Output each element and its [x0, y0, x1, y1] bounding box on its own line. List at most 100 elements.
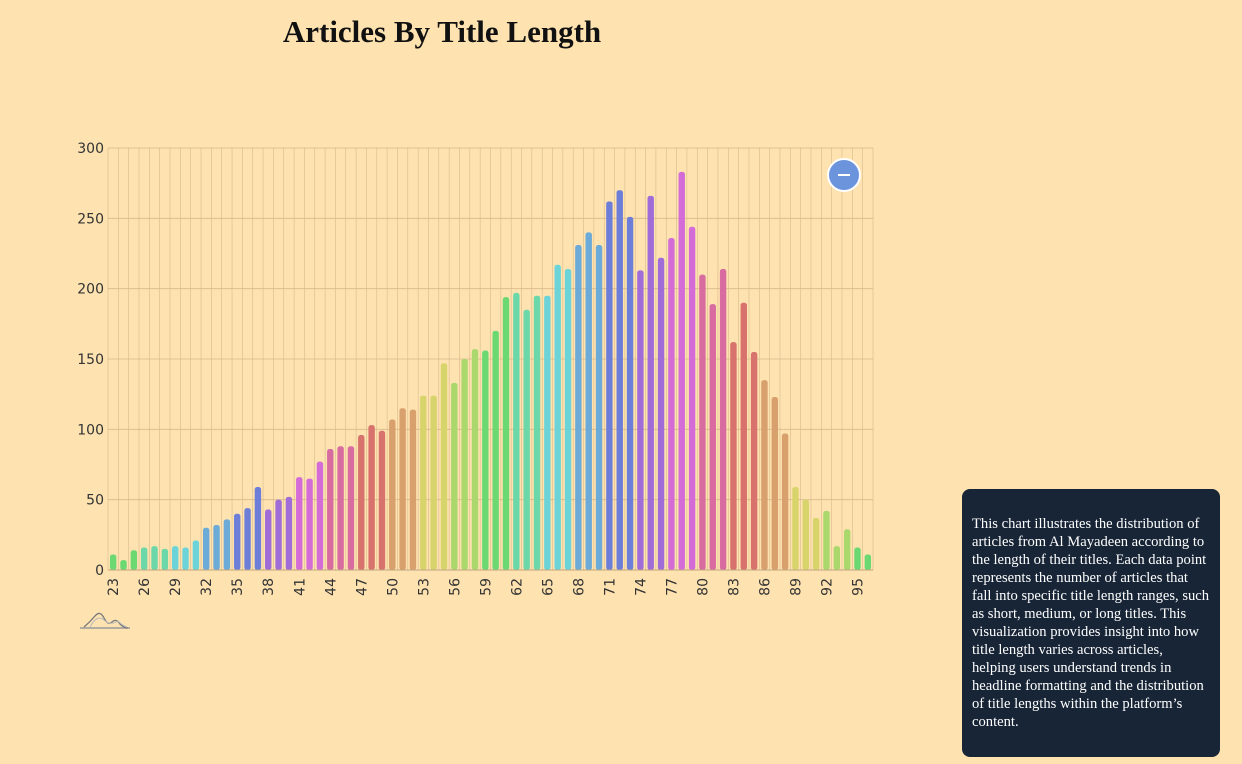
- x-tick-label: 50: [385, 578, 401, 596]
- bar[interactable]: [544, 295, 551, 570]
- x-axis: 23 26 29 32 35 38 41 44 47 50 53 56 59 62 65 68 71 74 77 80…: [106, 569, 873, 596]
- bar[interactable]: [833, 546, 841, 570]
- x-tick-label: 32: [199, 578, 215, 596]
- bar[interactable]: [347, 446, 355, 570]
- bar[interactable]: [781, 433, 789, 570]
- bar[interactable]: [327, 449, 334, 570]
- bar[interactable]: [678, 171, 685, 570]
- bar[interactable]: [296, 477, 303, 570]
- bar[interactable]: [699, 274, 706, 570]
- bar[interactable]: [668, 238, 675, 570]
- x-tick-label: 62: [509, 578, 525, 596]
- bar[interactable]: [802, 499, 810, 570]
- x-tick-label: 65: [540, 578, 556, 596]
- bar[interactable]: [626, 216, 634, 570]
- bar[interactable]: [761, 380, 768, 570]
- bar[interactable]: [420, 395, 427, 570]
- bar[interactable]: [482, 350, 489, 570]
- chart-title: Articles By Title Length: [282, 14, 602, 49]
- bar[interactable]: [461, 359, 468, 570]
- bar[interactable]: [358, 434, 365, 570]
- bar[interactable]: [440, 363, 448, 570]
- bar[interactable]: [864, 554, 872, 570]
- bar[interactable]: [285, 496, 293, 570]
- bar[interactable]: [120, 560, 127, 570]
- bar[interactable]: [213, 524, 220, 570]
- bar[interactable]: [513, 292, 520, 570]
- bar[interactable]: [533, 295, 541, 570]
- bar[interactable]: [730, 342, 737, 570]
- bar[interactable]: [203, 527, 210, 570]
- bar[interactable]: [265, 509, 272, 570]
- brush-preview-icon[interactable]: [80, 612, 130, 629]
- y-tick-label: 300: [77, 141, 104, 157]
- bar[interactable]: [430, 395, 437, 570]
- bar[interactable]: [182, 547, 189, 570]
- x-tick-label: 23: [106, 578, 122, 596]
- bar[interactable]: [616, 190, 623, 570]
- bar[interactable]: [244, 508, 251, 570]
- x-tick-label: 74: [633, 578, 649, 596]
- bar[interactable]: [709, 304, 716, 570]
- bar[interactable]: [389, 419, 396, 570]
- bar[interactable]: [409, 409, 417, 570]
- bar[interactable]: [564, 268, 572, 570]
- bar[interactable]: [843, 529, 851, 570]
- y-tick-label: 50: [86, 493, 104, 509]
- bar[interactable]: [337, 446, 344, 570]
- chart-description: This chart illustrates the distribution …: [962, 489, 1220, 757]
- bar[interactable]: [575, 245, 582, 570]
- bar[interactable]: [192, 540, 200, 570]
- bar[interactable]: [554, 264, 561, 570]
- bar[interactable]: [657, 257, 665, 570]
- x-tick-label: 77: [664, 578, 680, 596]
- bar[interactable]: [812, 517, 820, 570]
- bar[interactable]: [223, 519, 231, 570]
- bar[interactable]: [595, 245, 603, 570]
- y-tick-label: 150: [77, 352, 104, 368]
- bar[interactable]: [502, 297, 510, 570]
- bar[interactable]: [306, 478, 313, 570]
- bar[interactable]: [316, 461, 324, 570]
- x-tick-label: 71: [602, 578, 618, 596]
- bar[interactable]: [161, 548, 169, 570]
- bar[interactable]: [854, 547, 861, 570]
- bar[interactable]: [740, 302, 747, 570]
- bar[interactable]: [792, 487, 799, 570]
- bar[interactable]: [151, 546, 158, 570]
- bar[interactable]: [647, 195, 654, 570]
- bar[interactable]: [637, 270, 644, 570]
- bar[interactable]: [585, 232, 592, 570]
- bar[interactable]: [719, 268, 727, 570]
- x-tick-label: 89: [788, 578, 804, 596]
- grid: [107, 147, 874, 571]
- bar[interactable]: [130, 550, 138, 570]
- bar[interactable]: [823, 510, 830, 570]
- bar[interactable]: [399, 408, 406, 570]
- bar[interactable]: [254, 487, 262, 570]
- x-tick-label: 80: [695, 578, 711, 596]
- bar[interactable]: [771, 396, 778, 570]
- zoom-out-icon: [838, 174, 850, 176]
- bar[interactable]: [368, 425, 375, 570]
- x-tick-label: 44: [323, 578, 339, 596]
- bar[interactable]: [275, 499, 282, 570]
- bars: [109, 171, 872, 571]
- x-tick-label: 47: [354, 578, 370, 596]
- bar[interactable]: [451, 382, 458, 570]
- bar[interactable]: [140, 547, 148, 570]
- bar[interactable]: [688, 226, 696, 571]
- bar[interactable]: [109, 554, 117, 570]
- zoom-out-button[interactable]: [827, 158, 861, 192]
- y-axis: 0 50 100 150 200 250 300: [77, 141, 104, 579]
- bar[interactable]: [171, 546, 179, 570]
- bar[interactable]: [523, 309, 530, 570]
- bar[interactable]: [750, 351, 758, 570]
- x-tick-label: 41: [292, 578, 308, 596]
- bar[interactable]: [234, 513, 241, 570]
- bar[interactable]: [492, 330, 499, 570]
- bar[interactable]: [606, 201, 613, 570]
- bar[interactable]: [378, 430, 386, 570]
- y-tick-label: 100: [77, 422, 104, 438]
- bar[interactable]: [471, 349, 479, 570]
